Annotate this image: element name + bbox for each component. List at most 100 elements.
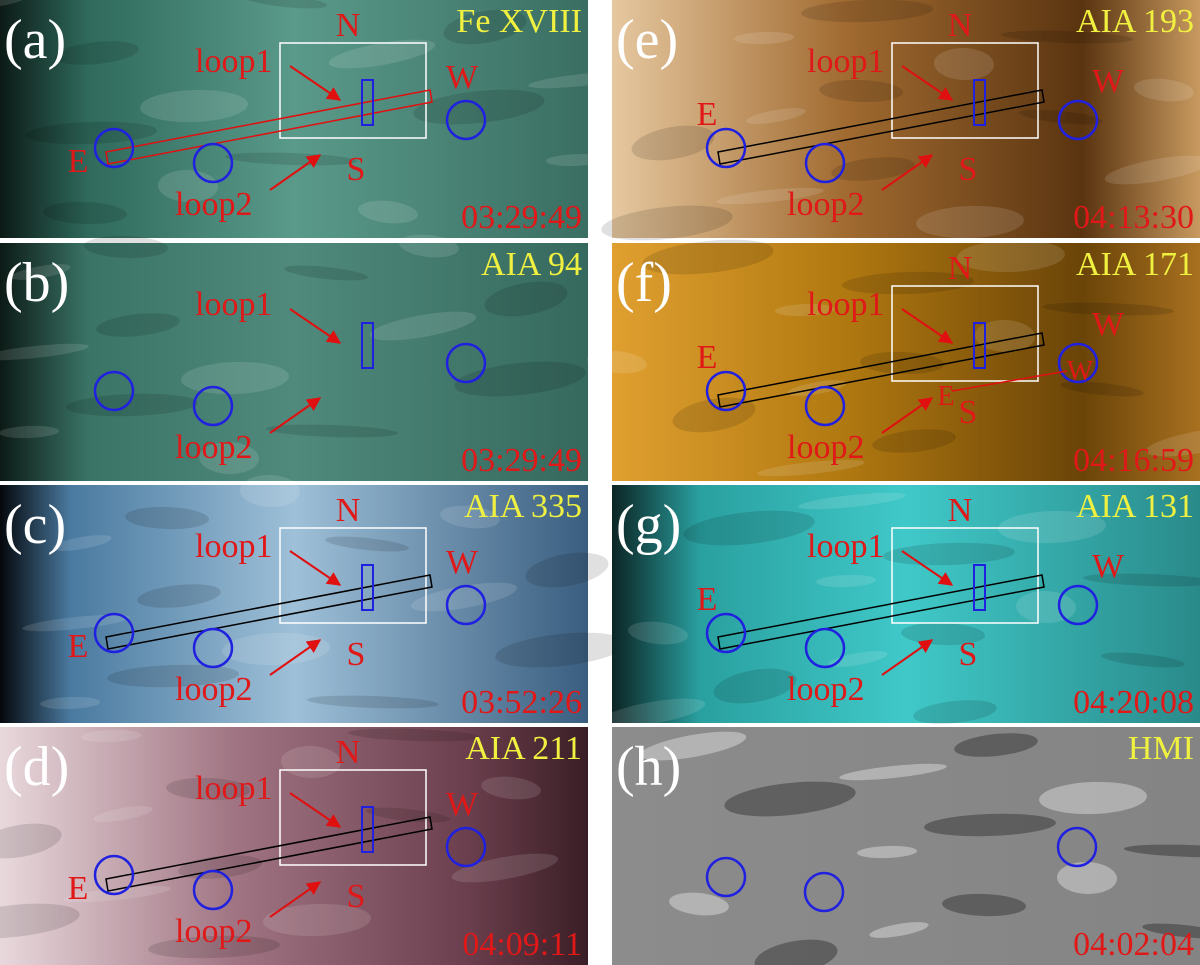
texture [222,632,330,666]
texture [598,698,706,728]
texture [683,510,815,546]
north-label: N [336,734,361,771]
time-label: 04:02:04 [1073,926,1194,963]
footpoint-circle [705,370,747,412]
footpoint-circle [705,612,747,654]
south-label: S [347,151,366,188]
texture [66,393,198,417]
slit-box [361,806,374,853]
texture [1104,155,1200,185]
texture [1060,381,1144,397]
texture [746,108,806,124]
footpoint-circle [804,385,846,427]
channel-label: AIA 131 [1076,488,1194,525]
texture [366,807,450,823]
panel-image [0,485,588,723]
footpoint-circle [1057,584,1099,626]
loop1-label: loop1 [807,286,884,323]
time-label: 03:29:49 [461,442,582,479]
slit [717,574,1045,650]
texture [757,459,865,477]
panel: (h) HMI 04:02:04 [612,727,1200,965]
arrow [901,65,954,101]
texture [998,510,1106,544]
texture [975,319,1035,353]
texture [307,695,439,709]
footpoint-circle [1057,99,1099,141]
north-label: N [336,492,361,529]
texture [1145,427,1200,457]
east-label: E [697,339,718,376]
panel-label: (c) [4,494,66,556]
panel-image [612,485,1200,723]
texture [587,350,647,374]
panel-image [0,0,588,238]
texture [775,303,835,317]
texture [669,892,729,916]
loop2-label: loop2 [175,429,252,466]
texture [328,39,436,69]
east-label: E [68,628,89,665]
panel-label: (h) [616,736,681,798]
channel-label: AIA 171 [1076,246,1194,283]
loop2-label: loop2 [787,186,864,223]
panel-image [612,727,1200,965]
south-label: S [959,394,978,431]
north-label: N [336,7,361,44]
footpoint-circle [192,385,234,427]
arrow [289,550,342,586]
slit-box [973,564,986,611]
texture [1019,109,1103,125]
texture [816,574,876,588]
texture [639,731,747,761]
arrow [289,792,342,828]
slit [105,574,433,650]
arrow [881,639,934,676]
texture [642,239,774,275]
texture [181,361,289,395]
texture [1101,652,1185,668]
texture [916,205,1024,239]
footpoint-circle [93,370,135,412]
texture [1134,78,1194,102]
footpoint-circle [93,612,135,654]
west-label: W [1092,306,1125,343]
arrow [881,397,934,434]
texture [443,9,527,45]
texture [1057,861,1117,895]
loop1-label: loop1 [195,43,272,80]
loop2-label: loop2 [787,671,864,708]
texture [0,903,80,939]
south-label: S [347,636,366,673]
texture [1001,30,1133,44]
loop2-label: loop2 [787,429,864,466]
north-label: N [948,492,973,529]
texture [672,397,756,433]
arrow [269,639,322,676]
texture [52,535,112,551]
texture [924,813,1056,837]
footpoint-circle [1057,342,1099,384]
texture [137,584,221,608]
footpoint-circle [192,869,234,911]
texture [495,632,627,668]
west-label: W [446,59,479,96]
time-label: 04:09:11 [462,926,582,963]
texture [1039,781,1147,815]
footpoint-circle [445,99,487,141]
texture [798,492,906,510]
texture [358,200,418,224]
texture [954,733,1038,757]
channel-label: AIA 335 [464,488,582,525]
panel-image [0,243,588,481]
loop1-label: loop1 [195,770,272,807]
footpoint-circle [705,856,747,898]
texture [107,664,239,688]
loop1-label: loop1 [807,528,884,565]
texture [525,552,609,588]
